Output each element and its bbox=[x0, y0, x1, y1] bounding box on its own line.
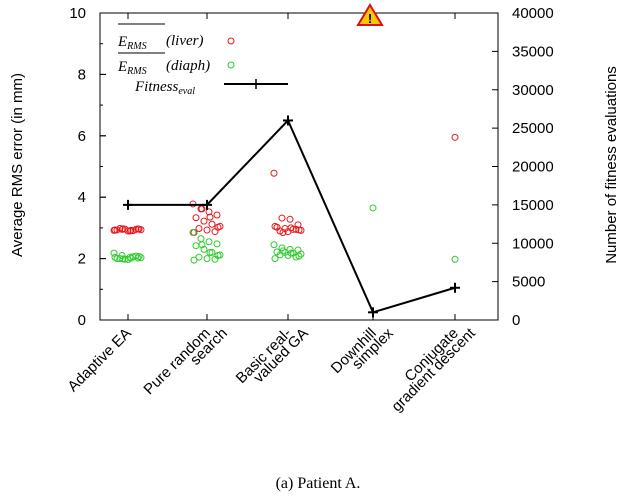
diaph-point bbox=[451, 255, 459, 263]
liver-point bbox=[295, 226, 303, 234]
diaph-point bbox=[200, 245, 208, 253]
x-category-label: Adaptive EA bbox=[64, 325, 134, 395]
x-category-line: Adaptive EA bbox=[64, 325, 134, 395]
svg-text:!: ! bbox=[368, 11, 372, 26]
diaph-point bbox=[297, 250, 305, 258]
liver-point bbox=[278, 214, 286, 222]
y2-tick-label: 30000 bbox=[512, 82, 554, 99]
liver-point bbox=[119, 225, 127, 233]
diaph-point bbox=[205, 238, 213, 246]
liver-point bbox=[111, 226, 119, 234]
y2-tick-label: 15000 bbox=[512, 197, 554, 214]
y2-tick-label: 20000 bbox=[512, 159, 554, 176]
y-tick-label: 10 bbox=[69, 5, 86, 22]
diaph-point bbox=[189, 229, 197, 237]
diaph-point bbox=[203, 255, 211, 263]
warning-triangle-icon: ! bbox=[356, 3, 384, 26]
y-axis-label: Average RMS error (in mm) bbox=[9, 73, 26, 257]
diaph-point bbox=[198, 241, 206, 249]
diaph-point bbox=[292, 253, 300, 261]
legend-liver-marker bbox=[227, 37, 235, 45]
x-category-line: gradient descent bbox=[388, 324, 479, 415]
left-axis-ticks: 0 2 4 6 8 10 bbox=[69, 5, 106, 329]
liver-point bbox=[271, 222, 279, 230]
data-marks bbox=[110, 115, 460, 318]
legend-fitness-label: Fitnesseval bbox=[134, 79, 195, 97]
diaph-point bbox=[271, 255, 279, 263]
y2-tick-label: 10000 bbox=[512, 235, 554, 252]
diaph-point bbox=[369, 204, 377, 212]
legend-symbol-diaph: ERMS bbox=[117, 59, 147, 77]
diaph-point bbox=[197, 235, 205, 243]
y-tick-label: 2 bbox=[78, 251, 86, 268]
liver-point bbox=[213, 211, 221, 219]
diaph-point bbox=[295, 252, 303, 260]
diaph-point bbox=[192, 242, 200, 250]
liver-point bbox=[135, 225, 143, 233]
y-tick-label: 4 bbox=[78, 189, 86, 206]
liver-point bbox=[205, 208, 213, 216]
liver-point bbox=[192, 214, 200, 222]
y2-tick-label: 5000 bbox=[512, 274, 545, 291]
diaph-point bbox=[134, 254, 142, 262]
diaph-point bbox=[208, 248, 216, 256]
y-tick-label: 6 bbox=[78, 128, 86, 145]
plot-border bbox=[99, 12, 499, 321]
diaph-point bbox=[135, 252, 143, 260]
diaph-point bbox=[110, 249, 118, 257]
liver-point bbox=[203, 226, 211, 234]
liver-point bbox=[294, 221, 302, 229]
y-tick-label: 0 bbox=[78, 312, 86, 329]
plot-frame bbox=[99, 12, 499, 321]
liver-point bbox=[292, 225, 300, 233]
right-axis-ticks: 0 5000 10000 15000 20000 25000 30000 35000 40000 bbox=[492, 5, 554, 329]
liver-point bbox=[195, 225, 203, 233]
y2-tick-label: 40000 bbox=[512, 5, 554, 22]
y-tick-label: 8 bbox=[78, 66, 86, 83]
liver-point bbox=[214, 223, 222, 231]
y2-tick-label: 35000 bbox=[512, 43, 554, 60]
liver-point bbox=[127, 226, 135, 234]
y2-tick-label: 25000 bbox=[512, 120, 554, 137]
diaph-point bbox=[111, 253, 119, 261]
liver-point bbox=[211, 228, 219, 236]
liver-point bbox=[132, 225, 140, 233]
diaph-point bbox=[116, 255, 124, 263]
x-category-label: Basic real-valued GA bbox=[233, 325, 312, 387]
liver-point bbox=[116, 225, 124, 233]
liver-point bbox=[206, 213, 214, 221]
diaph-point bbox=[270, 241, 278, 249]
diaph-point bbox=[287, 249, 295, 257]
legend-diaph-label: (diaph) bbox=[166, 58, 210, 74]
y2-tick-label: 0 bbox=[512, 312, 520, 329]
legend-symbol-liver: ERMS bbox=[117, 34, 147, 52]
diaph-point bbox=[279, 247, 287, 255]
diaph-point bbox=[190, 256, 198, 264]
liver-point bbox=[200, 217, 208, 225]
y2-axis-label: Number of fitness evaluations bbox=[603, 66, 620, 264]
diaph-point bbox=[119, 255, 127, 263]
liver-point bbox=[270, 169, 278, 177]
diaph-point bbox=[213, 240, 221, 248]
liver-point bbox=[208, 220, 216, 228]
legend-liver-label: (liver) bbox=[166, 33, 203, 49]
diaph-point bbox=[127, 254, 135, 262]
liver-point bbox=[286, 215, 294, 223]
liver-point bbox=[279, 229, 287, 237]
diaph-point bbox=[206, 248, 214, 256]
diaph-point bbox=[195, 253, 203, 261]
liver-point bbox=[451, 133, 459, 141]
diaph-point bbox=[214, 252, 222, 260]
liver-point bbox=[287, 224, 295, 232]
figure-caption: (a) Patient A. bbox=[276, 475, 361, 492]
legend: ERMS (liver) ERMS (diaph) Fitnesseval bbox=[117, 23, 288, 97]
legend-diaph-marker bbox=[227, 61, 235, 69]
